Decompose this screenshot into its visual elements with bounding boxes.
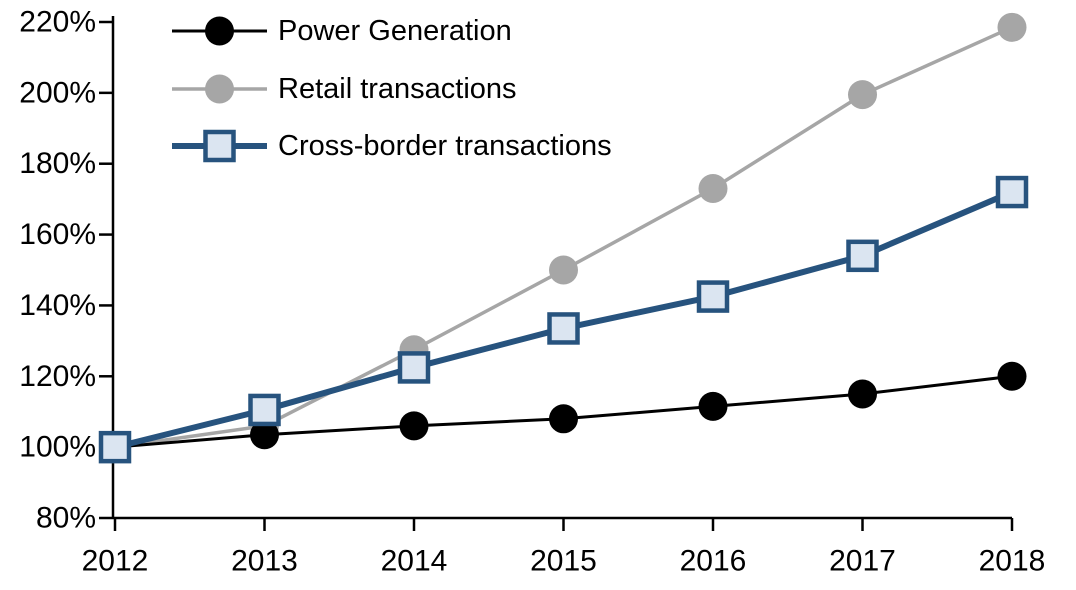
legend-label: Cross-border transactions xyxy=(278,130,612,162)
y-axis-tick-label: 80% xyxy=(36,502,96,535)
data-point-marker xyxy=(98,430,132,464)
data-point-marker xyxy=(696,280,730,313)
data-point-marker xyxy=(848,80,877,110)
data-point-marker xyxy=(848,379,877,409)
data-point-marker xyxy=(250,420,279,450)
legend-label: Retail transactions xyxy=(278,73,517,105)
data-point-marker xyxy=(397,351,431,384)
y-axis-tick-label: 140% xyxy=(19,289,96,322)
data-point-marker xyxy=(549,404,578,434)
legend-marker xyxy=(205,74,234,104)
x-axis-tick-label: 2015 xyxy=(530,545,597,578)
y-axis-tick-label: 180% xyxy=(19,147,96,180)
data-point-marker xyxy=(995,175,1029,209)
y-axis-tick-label: 200% xyxy=(19,76,96,109)
y-axis-tick-label: 120% xyxy=(19,360,96,393)
data-point-marker xyxy=(846,239,879,273)
x-axis-tick-label: 2013 xyxy=(231,545,298,578)
x-axis-tick-label: 2012 xyxy=(82,545,149,578)
y-axis-tick-label: 100% xyxy=(19,431,96,464)
data-point-marker xyxy=(997,361,1027,391)
data-point-marker xyxy=(698,391,728,421)
chart-legend: Power Generation Retail transactions Cross… xyxy=(172,15,612,162)
legend-entry: Retail transactions xyxy=(172,73,517,105)
legend-label: Power Generation xyxy=(278,15,512,47)
legend-marker xyxy=(205,16,234,46)
data-point-marker xyxy=(399,411,429,441)
data-point-marker xyxy=(248,393,281,427)
data-point-marker xyxy=(698,174,728,204)
data-point-marker xyxy=(549,255,578,285)
legend-marker xyxy=(203,129,236,163)
data-point-marker xyxy=(547,312,580,345)
y-axis-tick-label: 220% xyxy=(19,6,96,39)
y-axis-tick-label: 160% xyxy=(19,218,96,251)
x-axis-tick-label: 2014 xyxy=(381,545,448,578)
data-point-marker xyxy=(997,12,1027,42)
x-axis-tick-label: 2017 xyxy=(829,545,896,578)
legend-entry: Cross-border transactions xyxy=(172,130,612,162)
x-axis-tick-label: 2016 xyxy=(680,545,747,578)
x-axis-tick-label: 2018 xyxy=(979,545,1046,578)
